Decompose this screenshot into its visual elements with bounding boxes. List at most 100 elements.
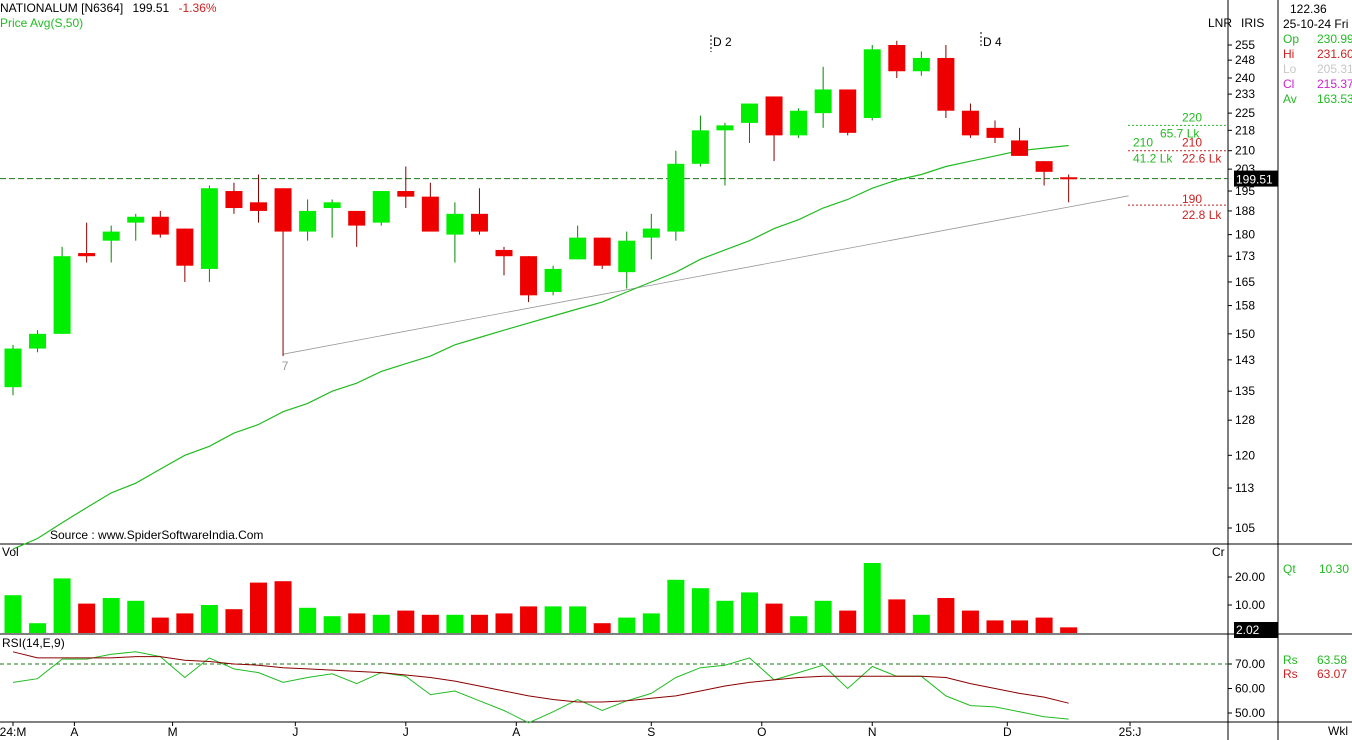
volume-bar: [421, 614, 439, 633]
price-axis-tick-label: 113: [1235, 481, 1254, 495]
chart-header: NATIONALUM [N6364] 199.51 -1.36%: [0, 1, 217, 15]
candle-body: [642, 228, 660, 238]
target-190-volume-label: 22.8 Lk: [1182, 208, 1222, 222]
volume-bar: [348, 613, 366, 633]
price-tag-box: [1234, 170, 1278, 187]
target-210-volume-red: 22.6 Lk: [1182, 152, 1222, 166]
volume-bar: [888, 599, 906, 633]
volume-bar: [250, 582, 267, 633]
volume-bar: [839, 610, 857, 633]
price-axis-tick-label: 195: [1235, 184, 1255, 198]
price-axis-tick-label: 158: [1235, 299, 1255, 313]
time-axis-label: J: [292, 725, 298, 739]
d4-marker-label: D 4: [983, 35, 1002, 49]
qt-label: Qt: [1283, 562, 1296, 576]
candle-body: [863, 49, 881, 118]
info-row-value: 231.60: [1317, 47, 1352, 61]
candle-body: [1060, 177, 1078, 180]
rsi-axis-tick-label: 70.00: [1235, 657, 1265, 671]
price-axis-tick-label: 173: [1235, 249, 1255, 263]
info-row-label: Lo: [1283, 62, 1297, 76]
candle-body: [274, 188, 292, 232]
volume-bar: [274, 581, 292, 633]
volume-tag-box: [1234, 622, 1278, 638]
candle-body: [912, 57, 930, 72]
price-tag-text: 199.51: [1236, 173, 1273, 187]
time-axis-label: D: [1003, 725, 1012, 739]
info-row-op: Op 230.99: [1283, 32, 1352, 46]
volume-bar: [397, 610, 415, 633]
scale-mode-button[interactable]: LNR: [1208, 16, 1233, 30]
candle-body: [299, 210, 317, 232]
info-row-label: Op: [1283, 32, 1300, 46]
volume-unit-label: Cr: [1212, 545, 1225, 559]
time-axis-label: A: [512, 725, 520, 739]
info-row-cl: Cl 215.37: [1283, 77, 1352, 91]
time-axis-label: A: [70, 725, 78, 739]
volume-bar: [814, 600, 832, 633]
volume-bar: [1011, 620, 1029, 633]
candle-body: [667, 163, 685, 232]
rsi-readout-label: Rs: [1283, 667, 1298, 681]
candle-body: [53, 256, 71, 334]
info-row-lo: Lo 205.31: [1283, 62, 1352, 76]
price-axis-tick-label: 210: [1235, 144, 1255, 158]
candle-body: [986, 127, 1004, 138]
rsi-readout-row: Rs 63.07: [1283, 667, 1347, 681]
price-axis-tick-label: 188: [1235, 204, 1255, 218]
candle-body: [618, 240, 636, 273]
candle-body: [544, 268, 562, 292]
candle-body: [29, 333, 47, 349]
candle-body: [397, 191, 415, 197]
candle-body: [520, 256, 538, 296]
candle-body: [1035, 161, 1053, 172]
volume-bar: [520, 606, 538, 633]
volume-bar: [691, 588, 709, 633]
candle-body: [888, 45, 906, 72]
volume-bar: [863, 563, 881, 633]
price-axis-tick-label: 105: [1235, 521, 1255, 535]
volume-bar: [642, 613, 660, 633]
price-axis-tick-label: 135: [1235, 384, 1255, 398]
candle-body: [765, 96, 783, 136]
candle-body: [250, 202, 267, 211]
info-row-label: Hi: [1283, 47, 1295, 61]
volume-panel-title: Vol: [2, 545, 19, 559]
volume-bar: [741, 592, 758, 633]
candle-body: [151, 216, 169, 235]
volume-bar: [495, 613, 513, 633]
candle-body: [790, 110, 808, 136]
target-210-volume-green: 41.2 Lk: [1133, 152, 1173, 166]
period-label[interactable]: Wkl: [1328, 724, 1348, 738]
volume-bar: [176, 613, 194, 633]
volume-bar: [53, 578, 71, 633]
candle-body: [839, 89, 857, 133]
source-credit: Source : www.SpiderSoftwareIndia.Com: [50, 528, 264, 542]
volume-bar: [986, 620, 1004, 633]
target-210-label-green: 210: [1133, 136, 1153, 150]
time-axis-label: 25:J: [1119, 725, 1142, 739]
volume-bar: [200, 605, 218, 633]
volume-axis-tick-label: 10.00: [1235, 598, 1265, 612]
qt-value: 10.30: [1319, 562, 1350, 576]
volume-axis-tick-label: 20.00: [1235, 570, 1265, 584]
candle-body: [446, 213, 464, 235]
volume-bar: [372, 614, 390, 633]
volume-bar: [225, 609, 243, 633]
candle-body: [470, 213, 488, 232]
volume-bar: [912, 614, 930, 633]
volume-bar: [937, 598, 955, 633]
volume-bar: [765, 603, 783, 633]
info-row-hi: Hi 231.60: [1283, 47, 1352, 61]
volume-bar: [78, 603, 96, 633]
candle-body: [4, 348, 22, 388]
price-axis-tick-label: 218: [1235, 123, 1255, 137]
candle-body: [102, 231, 120, 241]
time-axis-label: J: [403, 725, 409, 739]
price-axis-tick-label: 180: [1235, 228, 1255, 242]
indicator-label: Price Avg(S,50): [0, 16, 84, 30]
price-axis-tick-label: 165: [1235, 275, 1255, 289]
volume-bar: [151, 617, 169, 633]
